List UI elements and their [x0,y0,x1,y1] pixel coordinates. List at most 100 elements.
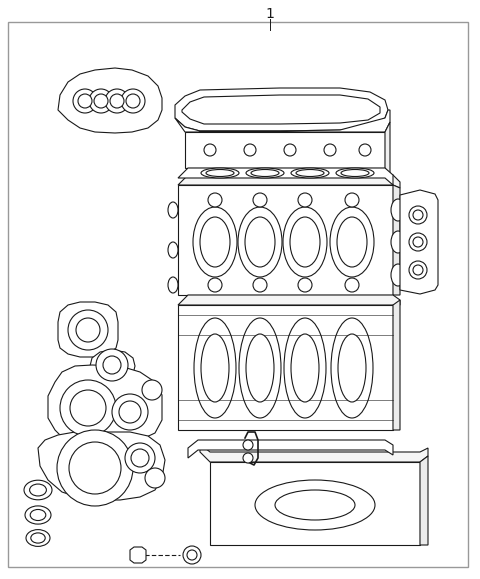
Circle shape [284,144,296,156]
Polygon shape [178,185,393,295]
Ellipse shape [238,207,282,277]
Circle shape [359,144,371,156]
Circle shape [68,310,108,350]
Circle shape [243,453,253,463]
Ellipse shape [168,202,178,218]
Ellipse shape [291,168,329,178]
Circle shape [204,144,216,156]
Circle shape [103,356,121,374]
Ellipse shape [194,318,236,418]
Ellipse shape [168,242,178,258]
Ellipse shape [31,533,45,543]
Ellipse shape [409,261,427,279]
Circle shape [121,89,145,113]
Polygon shape [188,440,393,458]
Ellipse shape [330,207,374,277]
Polygon shape [185,132,385,168]
Circle shape [145,468,165,488]
Circle shape [125,443,155,473]
Ellipse shape [246,334,274,402]
Polygon shape [38,432,165,500]
Polygon shape [178,305,393,430]
Circle shape [244,144,256,156]
Polygon shape [393,300,400,430]
Circle shape [89,89,113,113]
Ellipse shape [26,530,50,547]
Circle shape [142,380,162,400]
Circle shape [345,278,359,292]
Circle shape [76,318,100,342]
Circle shape [96,349,128,381]
Ellipse shape [168,277,178,293]
Polygon shape [130,547,146,563]
Ellipse shape [200,217,230,267]
Ellipse shape [283,207,327,277]
Ellipse shape [331,318,373,418]
Circle shape [243,440,253,450]
Ellipse shape [245,217,275,267]
Ellipse shape [391,199,405,221]
Circle shape [298,278,312,292]
Ellipse shape [25,506,51,524]
Ellipse shape [409,206,427,224]
Circle shape [208,193,222,207]
Circle shape [60,380,116,436]
Ellipse shape [413,237,423,247]
Ellipse shape [413,265,423,275]
Ellipse shape [391,231,405,253]
Polygon shape [58,302,118,357]
Circle shape [131,449,149,467]
Circle shape [253,278,267,292]
Polygon shape [400,190,438,294]
Ellipse shape [296,170,324,177]
Circle shape [94,94,108,108]
Circle shape [78,94,92,108]
Ellipse shape [275,490,355,520]
Polygon shape [58,68,162,133]
Circle shape [345,193,359,207]
Polygon shape [48,365,162,446]
Ellipse shape [24,480,52,500]
Polygon shape [200,444,428,462]
Circle shape [70,390,106,426]
Ellipse shape [239,318,281,418]
Ellipse shape [337,217,367,267]
Ellipse shape [251,170,279,177]
Circle shape [57,430,133,506]
Ellipse shape [391,264,405,286]
Polygon shape [175,110,390,132]
Circle shape [112,394,148,430]
Ellipse shape [255,480,375,530]
Polygon shape [178,175,400,188]
Polygon shape [90,350,135,380]
Polygon shape [175,88,388,131]
Ellipse shape [284,318,326,418]
Circle shape [187,550,197,560]
Polygon shape [393,185,400,295]
Ellipse shape [193,207,237,277]
Polygon shape [178,168,393,185]
Ellipse shape [338,334,366,402]
Circle shape [298,193,312,207]
Ellipse shape [30,510,46,521]
Ellipse shape [290,217,320,267]
Circle shape [73,89,97,113]
Polygon shape [182,95,380,124]
Ellipse shape [30,484,47,496]
Circle shape [119,401,141,423]
Text: 1: 1 [265,7,275,21]
Ellipse shape [201,334,229,402]
Circle shape [110,94,124,108]
Ellipse shape [206,170,234,177]
Ellipse shape [291,334,319,402]
Circle shape [126,94,140,108]
Ellipse shape [201,168,239,178]
Circle shape [105,89,129,113]
Circle shape [69,442,121,494]
Circle shape [253,193,267,207]
Ellipse shape [336,168,374,178]
Ellipse shape [409,233,427,251]
Polygon shape [178,295,400,305]
Polygon shape [210,462,420,545]
Polygon shape [385,122,390,176]
